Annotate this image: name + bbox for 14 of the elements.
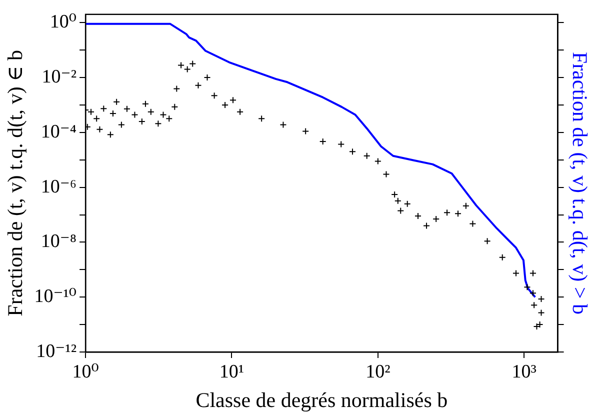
y2-axis-title: Fraction de (t, v) t.q. d(t, v) > b [568, 52, 592, 315]
y-tick-label: 10⁻⁶ [40, 176, 77, 198]
x-axis-title: Classe de degrés normalisés b [196, 388, 448, 412]
y-tick-label: 10⁻¹² [36, 340, 77, 362]
y-tick-label: 10⁻⁴ [40, 121, 77, 142]
y-tick-label: 10⁻¹⁰ [34, 286, 77, 308]
y-tick-label: 10⁰ [50, 12, 77, 33]
y-tick-label: 10⁻⁸ [40, 231, 77, 252]
x-tick-label: 10² [366, 361, 391, 382]
x-tick-label: 10⁰ [72, 361, 100, 382]
x-tick-label: 10¹ [219, 361, 244, 382]
y-tick-label: 10⁻² [42, 66, 77, 88]
x-tick-label: 10³ [512, 361, 537, 382]
y-axis-title: Fraction de (t, v) t.q. d(t, v) ∈ b [3, 50, 28, 316]
